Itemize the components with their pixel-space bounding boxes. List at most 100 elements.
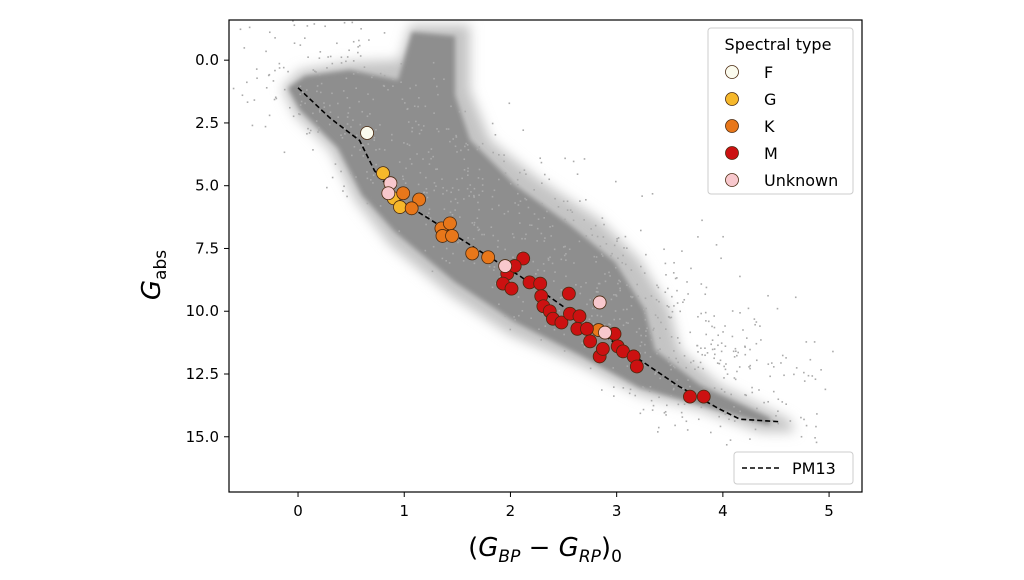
legend-marker-m bbox=[725, 146, 739, 160]
field-star-dot bbox=[433, 182, 436, 184]
field-star-dot bbox=[241, 94, 244, 97]
field-star-dot bbox=[517, 204, 520, 206]
field-star-dot bbox=[734, 378, 737, 381]
field-star-dot bbox=[481, 190, 484, 192]
field-star-dot bbox=[772, 366, 775, 368]
field-star-dot bbox=[426, 191, 428, 194]
field-star-dot bbox=[631, 296, 633, 299]
field-star-dot bbox=[664, 262, 667, 265]
field-star-dot bbox=[383, 32, 386, 34]
field-star-dot bbox=[449, 140, 451, 143]
legend-marker-g bbox=[725, 92, 739, 106]
field-star-dot bbox=[468, 195, 470, 197]
field-star-dot bbox=[723, 377, 725, 379]
field-star-dot bbox=[595, 256, 598, 258]
field-star-dot bbox=[362, 145, 365, 147]
field-star-dot bbox=[436, 85, 438, 88]
field-star-dot bbox=[583, 219, 585, 221]
field-star-dot bbox=[359, 149, 361, 151]
field-star-dot bbox=[674, 366, 676, 369]
field-star-dot bbox=[315, 120, 318, 122]
field-star-dot bbox=[272, 80, 275, 82]
field-star-dot bbox=[318, 129, 320, 131]
field-star-dot bbox=[337, 116, 340, 118]
field-star-dot bbox=[625, 321, 628, 324]
field-star-dot bbox=[597, 291, 599, 293]
plot-frame bbox=[228, 19, 863, 493]
field-star-dot bbox=[664, 291, 667, 294]
field-star-dot bbox=[609, 275, 611, 277]
field-star-dot bbox=[318, 126, 320, 129]
field-star-dot bbox=[728, 411, 731, 413]
field-star-dot bbox=[671, 383, 674, 385]
field-star-dot bbox=[471, 222, 474, 224]
field-star-dot bbox=[383, 149, 386, 151]
field-star-dot bbox=[465, 142, 467, 145]
field-star-dot bbox=[699, 361, 702, 364]
field-star-dot bbox=[467, 167, 469, 170]
field-star-dot bbox=[406, 108, 409, 111]
field-star-dot bbox=[642, 386, 644, 388]
field-star-dot bbox=[609, 323, 612, 326]
field-star-dot bbox=[554, 197, 556, 200]
field-star-dot bbox=[579, 200, 581, 202]
field-star-dot bbox=[783, 374, 785, 377]
field-star-dot bbox=[498, 154, 500, 156]
field-star-dot bbox=[424, 249, 427, 252]
field-star-dot bbox=[336, 42, 338, 45]
field-star-dot bbox=[353, 4, 355, 6]
field-star-dot bbox=[342, 90, 345, 92]
field-star-dot bbox=[530, 317, 532, 320]
field-star-dot bbox=[643, 308, 645, 311]
field-star-dot bbox=[401, 98, 404, 100]
field-star-dot bbox=[340, 170, 342, 173]
field-star-dot bbox=[451, 187, 454, 189]
field-star-dot bbox=[595, 261, 597, 263]
field-star-dot bbox=[537, 269, 539, 271]
field-star-dot bbox=[803, 380, 806, 382]
field-star-dot bbox=[722, 331, 724, 333]
field-star-dot bbox=[618, 318, 621, 320]
field-star-dot bbox=[268, 73, 271, 76]
field-star-dot bbox=[813, 341, 816, 343]
star-point-unknown bbox=[381, 186, 396, 201]
field-star-dot bbox=[367, 93, 369, 95]
field-star-dot bbox=[246, 81, 248, 84]
field-star-dot bbox=[621, 261, 624, 264]
field-star-dot bbox=[379, 72, 382, 75]
field-star-dot bbox=[419, 171, 422, 174]
field-star-dot bbox=[689, 331, 692, 334]
field-star-dot bbox=[789, 420, 792, 422]
field-star-dot bbox=[658, 300, 660, 303]
field-star-dot bbox=[366, 115, 369, 118]
field-star-dot bbox=[736, 370, 738, 373]
field-star-dot bbox=[700, 283, 703, 285]
field-star-dot bbox=[611, 252, 613, 255]
field-star-dot bbox=[805, 424, 808, 427]
field-star-dot bbox=[346, 123, 349, 125]
field-star-dot bbox=[525, 233, 527, 236]
field-star-dot bbox=[663, 412, 666, 414]
field-star-dot bbox=[375, 129, 377, 131]
legend-label-f: F bbox=[764, 63, 773, 82]
field-star-dot bbox=[649, 386, 652, 388]
field-star-dot bbox=[298, 113, 300, 115]
field-star-dot bbox=[283, 88, 286, 91]
field-star-dot bbox=[454, 145, 457, 148]
field-star-dot bbox=[585, 235, 588, 237]
field-star-dot bbox=[522, 300, 524, 303]
field-star-dot bbox=[256, 77, 258, 80]
field-star-dot bbox=[457, 189, 460, 191]
field-star-dot bbox=[641, 195, 643, 197]
field-star-dot bbox=[669, 316, 671, 319]
field-star-dot bbox=[615, 295, 618, 297]
field-star-dot bbox=[704, 311, 707, 314]
field-star-dot bbox=[666, 305, 669, 307]
field-star-dot bbox=[488, 265, 491, 268]
field-star-dot bbox=[573, 262, 575, 264]
field-star-dot bbox=[617, 237, 620, 239]
field-star-dot bbox=[443, 78, 445, 81]
field-star-dot bbox=[514, 319, 516, 321]
field-star-dot bbox=[379, 124, 381, 126]
field-star-dot bbox=[602, 236, 605, 238]
